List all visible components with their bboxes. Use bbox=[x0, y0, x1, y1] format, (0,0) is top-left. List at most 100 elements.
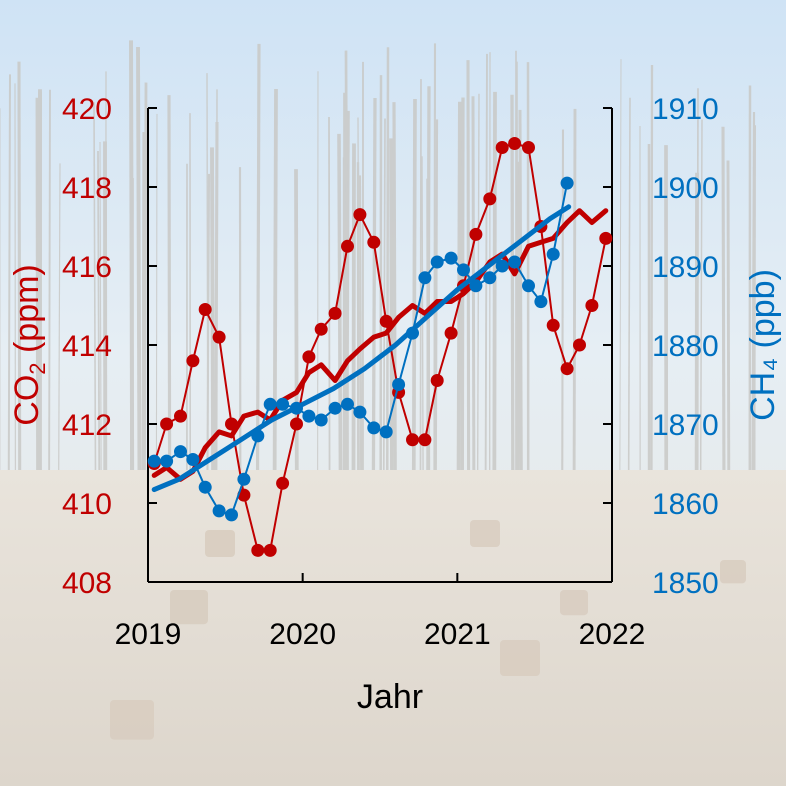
series-left-markers-line-0 bbox=[147, 137, 613, 557]
data-point bbox=[302, 350, 316, 364]
data-point bbox=[160, 417, 174, 431]
series-left-trend-1 bbox=[151, 208, 609, 482]
data-point bbox=[585, 299, 599, 312]
y-left-tick-label: 420 bbox=[62, 93, 112, 126]
data-point bbox=[328, 306, 342, 320]
data-point bbox=[508, 137, 522, 150]
tree-stump bbox=[560, 590, 588, 616]
data-point bbox=[263, 397, 277, 411]
data-point bbox=[341, 239, 354, 253]
data-point bbox=[147, 454, 161, 468]
data-point bbox=[444, 251, 458, 265]
data-point bbox=[469, 227, 483, 241]
y-right-tick-label: 1900 bbox=[652, 172, 719, 205]
data-point bbox=[469, 279, 483, 293]
data-point bbox=[522, 141, 535, 154]
tree-stump bbox=[500, 640, 540, 676]
data-point bbox=[392, 378, 406, 391]
y-left-axis-title: CO2 (ppm) bbox=[8, 264, 50, 425]
data-point bbox=[263, 543, 277, 557]
y-right-tick-label: 1910 bbox=[652, 93, 719, 126]
y-left-tick-label: 414 bbox=[62, 330, 112, 363]
data-point bbox=[198, 303, 212, 316]
data-point bbox=[186, 453, 200, 466]
y-right-tick-label: 1890 bbox=[652, 251, 719, 284]
data-point bbox=[560, 176, 574, 190]
data-point bbox=[457, 263, 470, 277]
data-point bbox=[522, 279, 535, 293]
y-right-tick-label: 1850 bbox=[652, 567, 719, 600]
y-left-tick-label: 410 bbox=[62, 488, 112, 521]
data-point bbox=[302, 409, 316, 423]
data-point bbox=[237, 472, 251, 486]
x-axis-title: Jahr bbox=[357, 678, 423, 716]
series-line bbox=[153, 142, 607, 552]
data-point bbox=[406, 433, 419, 447]
trend-line bbox=[151, 208, 609, 482]
data-point bbox=[418, 433, 432, 447]
data-point bbox=[418, 271, 432, 285]
data-point bbox=[290, 417, 303, 431]
tree-stump bbox=[170, 590, 208, 625]
y-right-axis-title: CH₄ (ppb) bbox=[744, 269, 782, 421]
axis-labels: 408 410 412 414 416 418 420 1850 1860 1870 1880 189… bbox=[8, 93, 782, 716]
data-point bbox=[198, 480, 212, 494]
data-point bbox=[546, 318, 560, 332]
series-right-markers-line-2 bbox=[147, 176, 574, 522]
tree-stump bbox=[110, 700, 154, 740]
data-point bbox=[599, 231, 613, 245]
data-point bbox=[314, 322, 328, 336]
data-point bbox=[495, 141, 509, 154]
data-point bbox=[353, 208, 367, 222]
data-point bbox=[160, 454, 174, 468]
data-point bbox=[276, 476, 290, 490]
tree-stump bbox=[470, 520, 500, 547]
data-point bbox=[276, 397, 290, 411]
x-tick-label: 2021 bbox=[424, 618, 491, 651]
data-point bbox=[314, 413, 328, 427]
series-right-trend-3 bbox=[151, 204, 572, 493]
data-point bbox=[341, 397, 354, 411]
y-left-tick-label: 408 bbox=[62, 567, 112, 600]
data-point bbox=[560, 362, 574, 376]
tree-stump bbox=[205, 530, 235, 557]
y-left-tick-label: 416 bbox=[62, 251, 112, 284]
series-layer bbox=[147, 137, 613, 557]
data-point bbox=[251, 543, 265, 557]
data-point bbox=[495, 259, 509, 273]
y-left-tick-label: 418 bbox=[62, 172, 112, 205]
tree-stump bbox=[720, 560, 746, 584]
x-tick-label: 2020 bbox=[269, 618, 336, 651]
data-point bbox=[430, 255, 444, 269]
data-point bbox=[483, 192, 497, 206]
data-point bbox=[379, 314, 393, 328]
data-point bbox=[483, 271, 497, 285]
y-right-tick-label: 1860 bbox=[652, 488, 719, 521]
plot-axes bbox=[147, 107, 613, 583]
y-right-tick-label: 1880 bbox=[652, 330, 719, 363]
data-point bbox=[430, 374, 444, 387]
data-point bbox=[174, 445, 187, 459]
x-tick-label: 2019 bbox=[115, 618, 182, 651]
data-point bbox=[174, 409, 187, 423]
data-point bbox=[444, 326, 458, 340]
y-left-tick-label: 412 bbox=[62, 409, 112, 442]
data-point bbox=[353, 405, 367, 419]
x-tick-label: 2022 bbox=[579, 618, 646, 651]
data-point bbox=[508, 255, 522, 269]
trend-line bbox=[151, 204, 572, 493]
data-point bbox=[367, 421, 381, 435]
y-right-tick-label: 1870 bbox=[652, 409, 719, 442]
data-point bbox=[367, 235, 381, 249]
data-point bbox=[328, 401, 342, 415]
data-point bbox=[546, 247, 560, 261]
data-point bbox=[225, 508, 238, 522]
data-point bbox=[534, 295, 548, 309]
data-point bbox=[212, 504, 226, 518]
data-point bbox=[237, 488, 251, 502]
data-point bbox=[379, 425, 393, 439]
data-point bbox=[212, 330, 226, 344]
data-point bbox=[186, 354, 200, 368]
